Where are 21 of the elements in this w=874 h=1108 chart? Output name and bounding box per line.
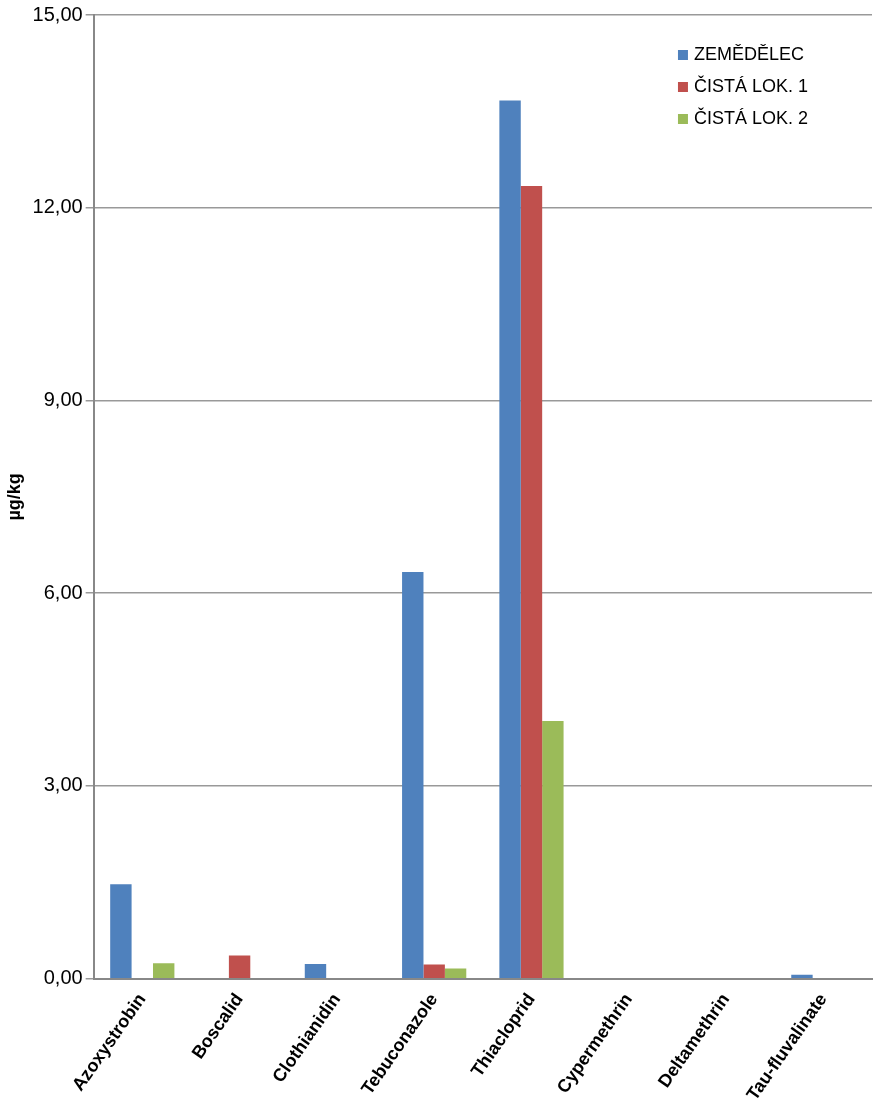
- bar: [402, 571, 424, 978]
- legend-label: ZEMĚDĚLEC: [693, 43, 804, 64]
- y-tick-label: 15,00: [32, 2, 83, 25]
- bar: [520, 185, 543, 978]
- y-tick-label: 0,00: [43, 966, 83, 989]
- y-tick-label: 3,00: [43, 773, 83, 796]
- bar: [499, 100, 521, 978]
- bar: [153, 963, 175, 978]
- y-tick-label: 6,00: [43, 580, 83, 603]
- y-tick-label: 9,00: [43, 387, 83, 410]
- legend-label: ČISTÁ LOK. 2: [693, 106, 809, 128]
- bar: [542, 721, 564, 978]
- y-tick-label: 12,00: [32, 195, 83, 218]
- bar: [228, 955, 251, 978]
- bar: [791, 974, 813, 978]
- bar: [444, 968, 467, 978]
- bar: [304, 963, 327, 978]
- y-axis-title: µg/kg: [3, 473, 24, 521]
- bar: [423, 964, 445, 978]
- bar: [110, 884, 132, 978]
- legend-label: ČISTÁ LOK. 1: [693, 74, 809, 96]
